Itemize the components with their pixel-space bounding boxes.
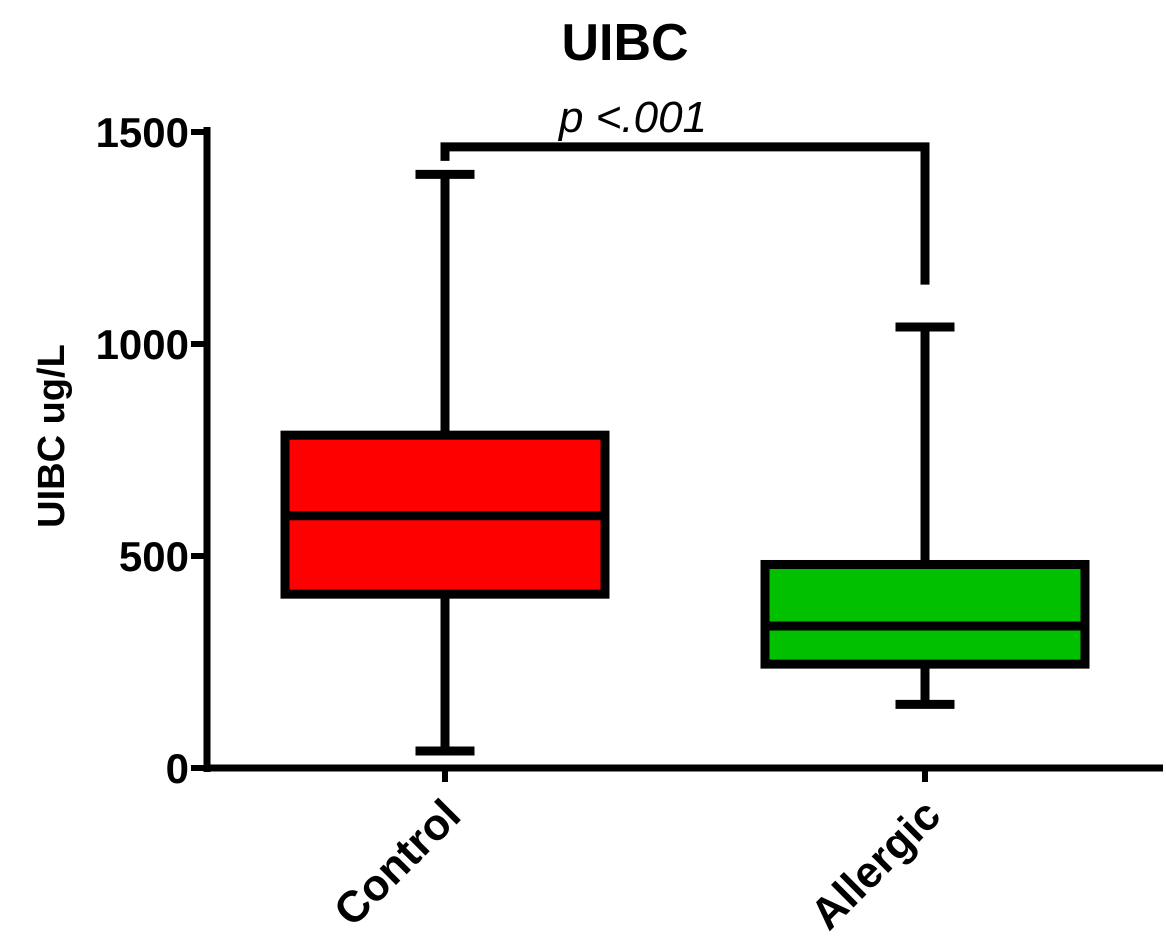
y-tick-label: 1500 — [96, 109, 189, 156]
iqr-box — [760, 559, 1090, 669]
box-allergic — [760, 322, 1090, 709]
y-axis-label: UIBC ug/L — [31, 344, 73, 528]
boxes — [280, 169, 1090, 756]
y-tick-label: 0 — [166, 745, 189, 792]
x-tick-label: Allergic — [801, 790, 950, 939]
y-tick-label: 1000 — [96, 321, 189, 368]
bracket-line — [440, 142, 930, 285]
significance-label: p <.001 — [557, 93, 707, 142]
box-control — [280, 169, 610, 756]
y-tick-label: 500 — [119, 533, 189, 580]
chart-title: UIBC — [561, 14, 688, 72]
significance-bracket — [440, 142, 930, 285]
axes: 0 500 1000 1500 Control Allergic — [96, 109, 1163, 939]
x-tick-label: Control — [325, 790, 470, 935]
